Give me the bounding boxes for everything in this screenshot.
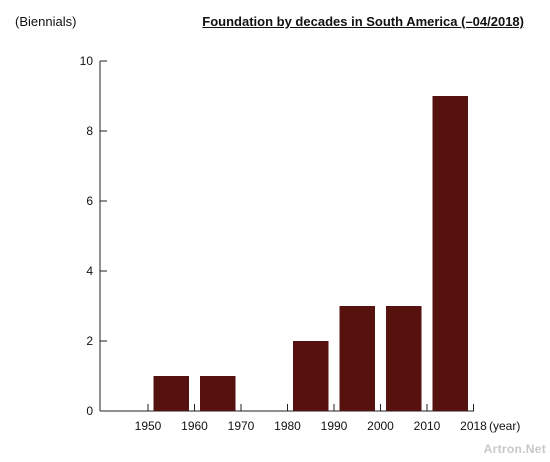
bar <box>339 306 375 411</box>
y-tick-label: 4 <box>86 264 93 278</box>
x-tick-label: 1960 <box>181 419 208 433</box>
bar <box>293 341 329 411</box>
bar <box>153 376 189 411</box>
x-tick-label: 2010 <box>414 419 441 433</box>
x-axis-label: (year) <box>489 419 520 433</box>
watermark-logo: Artron.Net <box>483 442 546 456</box>
chart-title: Foundation by decades in South America (… <box>202 14 524 29</box>
x-tick-label: 1970 <box>228 419 255 433</box>
y-tick-label: 10 <box>80 54 94 68</box>
bar <box>200 376 236 411</box>
y-tick-label: 2 <box>86 334 93 348</box>
y-axis-label: (Biennials) <box>15 14 77 29</box>
bar <box>432 96 468 411</box>
x-tick-label: 2000 <box>367 419 394 433</box>
x-tick-label: 1990 <box>321 419 348 433</box>
bar <box>386 306 422 411</box>
x-tick-label: 1950 <box>135 419 162 433</box>
x-tick-label: 1980 <box>274 419 301 433</box>
y-tick-label: 0 <box>86 404 93 418</box>
y-tick-label: 8 <box>86 124 93 138</box>
y-tick-label: 6 <box>86 194 93 208</box>
x-tick-label: 2018 <box>460 419 487 433</box>
